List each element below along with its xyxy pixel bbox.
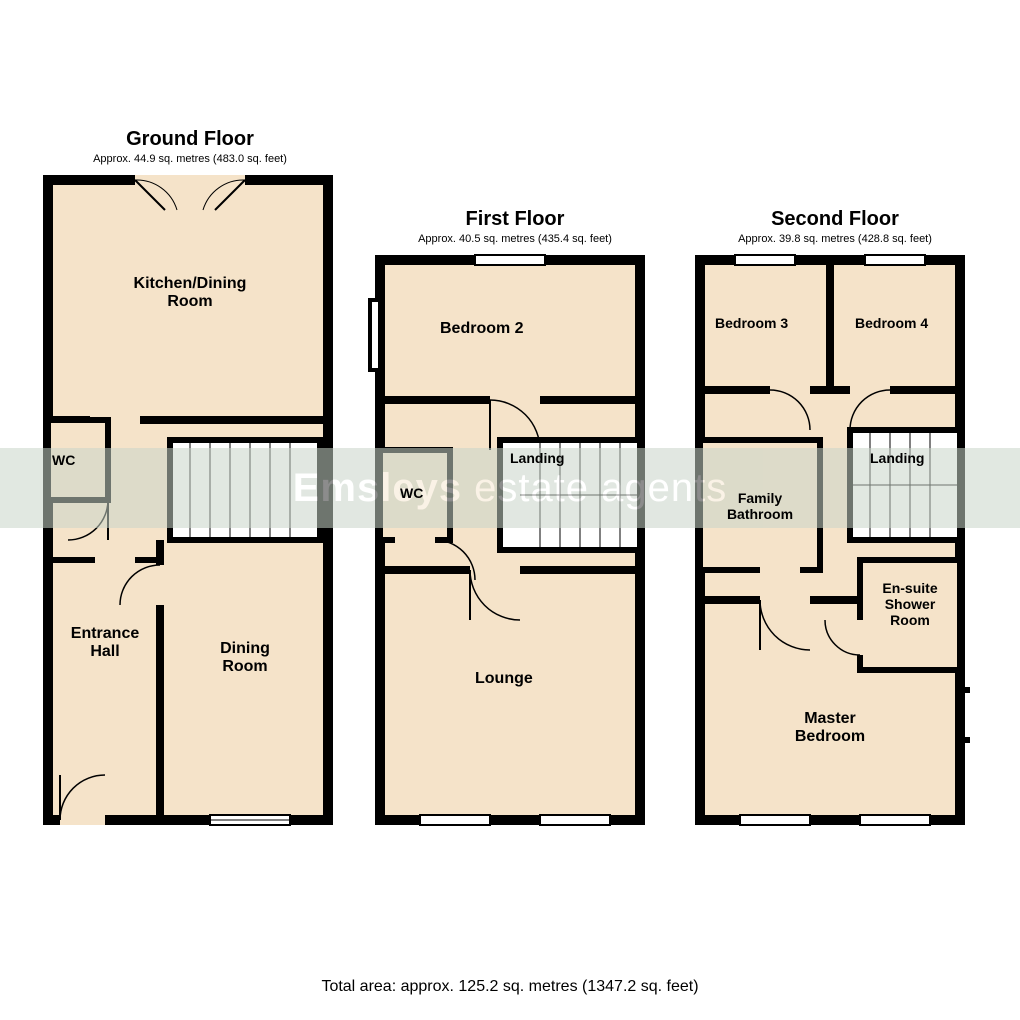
label-bed3: Bedroom 3 — [715, 315, 788, 331]
floorplan-canvas: Ground Floor Approx. 44.9 sq. metres (48… — [0, 0, 1020, 1020]
label-entrance: EntranceHall — [55, 625, 155, 662]
label-lounge: Lounge — [475, 670, 533, 688]
label-bed2: Bedroom 2 — [440, 320, 524, 338]
label-bed4: Bedroom 4 — [855, 315, 928, 331]
first-floor-plan — [370, 255, 640, 825]
label-landing-f: Landing — [510, 450, 564, 466]
ground-floor-plan — [48, 175, 328, 825]
label-landing-s: Landing — [870, 450, 924, 466]
label-dining: DiningRoom — [190, 640, 300, 677]
label-master: MasterBedroom — [760, 710, 900, 747]
label-family: FamilyBathroom — [710, 490, 810, 522]
label-kitchen: Kitchen/DiningRoom — [115, 275, 265, 312]
total-area: Total area: approx. 125.2 sq. metres (13… — [0, 978, 1020, 996]
label-wc-g: WC — [52, 452, 75, 468]
label-wc-f: WC — [400, 485, 423, 501]
floorplan-svg — [0, 0, 1020, 1020]
label-ensuite: En-suiteShowerRoom — [870, 580, 950, 628]
